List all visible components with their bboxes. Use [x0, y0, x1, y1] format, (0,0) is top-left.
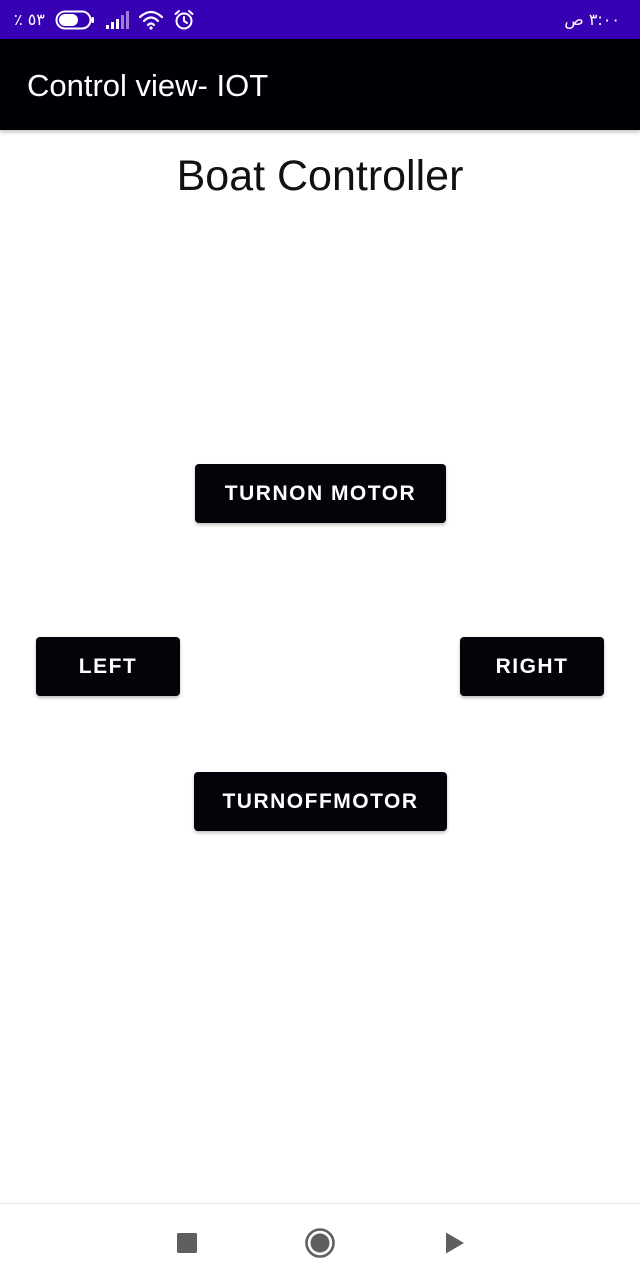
turn-on-motor-button[interactable]: TURNON MOTOR — [195, 464, 446, 523]
status-bar-left: ٪ ٥٣ — [14, 0, 195, 39]
page-title: Boat Controller — [176, 152, 464, 200]
app-title: Control view- IOT — [27, 68, 269, 103]
wifi-icon — [138, 10, 163, 30]
home-button[interactable] — [280, 1204, 360, 1280]
left-button[interactable]: LEFT — [36, 637, 180, 696]
back-button[interactable] — [415, 1204, 495, 1280]
status-bar: ٪ ٥٣ — [0, 0, 640, 39]
right-button[interactable]: RIGHT — [460, 637, 604, 696]
battery-icon — [55, 10, 95, 30]
signal-icon — [105, 10, 129, 30]
back-icon — [444, 1231, 466, 1255]
home-icon — [304, 1227, 336, 1259]
recent-apps-button[interactable] — [147, 1204, 227, 1280]
battery-percentage: ٪ ٥٣ — [14, 10, 45, 29]
app-bar: Control view- IOT — [0, 39, 640, 130]
recent-apps-icon — [176, 1232, 198, 1254]
status-bar-right: ٣:٠٠ ص — [564, 0, 620, 39]
alarm-icon — [173, 9, 195, 31]
turn-off-motor-button[interactable]: TURNOFFMOTOR — [194, 772, 447, 831]
clock: ٣:٠٠ ص — [564, 10, 620, 29]
navigation-bar — [0, 1203, 640, 1280]
